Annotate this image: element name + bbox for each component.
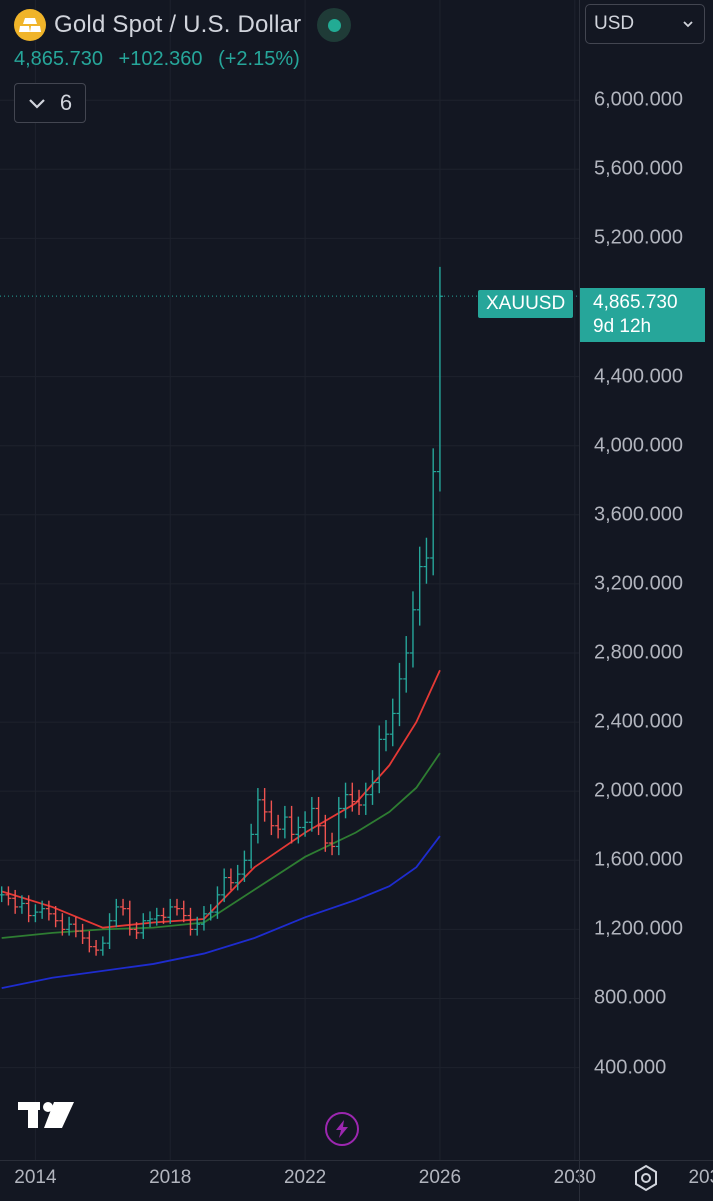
price-change-percent: (+2.15%) [218, 48, 300, 70]
price-tick-label: 4,000.000 [594, 434, 683, 457]
moving-average-green [1, 752, 441, 939]
year-tick-label: 2018 [149, 1167, 192, 1188]
time-axis[interactable]: 2014 2018 2022 2026 2030 2034 [0, 1160, 713, 1201]
year-tick-label: 2026 [418, 1167, 462, 1188]
currency-select[interactable]: USD [585, 4, 705, 44]
price-tick-label: 5,600.000 [594, 157, 683, 180]
bar-countdown: 9d 12h [593, 316, 652, 337]
price-tick-label: 3,200.000 [594, 572, 683, 595]
price-axis[interactable]: 6,000.000 5,600.000 5,200.000 4,400.000 4,00… [579, 0, 713, 1160]
symbol-price-label: XAUUSD [478, 290, 574, 318]
price-tick-label: 5,200.000 [594, 226, 683, 249]
symbol-title[interactable]: Gold Spot / U.S. Dollar [54, 11, 302, 38]
price-chart[interactable] [0, 0, 579, 1160]
price-tick-label: 2,000.000 [594, 779, 683, 802]
symbol-legend: Gold Spot / U.S. Dollar 4,865.730 +102.3… [14, 8, 352, 123]
settings-icon[interactable] [632, 1164, 660, 1197]
indicators-collapse-button[interactable]: 6 [14, 83, 86, 123]
year-tick-label: 2014 [14, 1167, 57, 1188]
price-tick-label: 400.000 [594, 1056, 667, 1079]
moving-average-red [1, 669, 441, 929]
year-tick-label: 2034 [688, 1167, 713, 1188]
price-tick-label: 2,400.000 [594, 710, 683, 733]
price-tick-label: 1,600.000 [594, 848, 683, 871]
price-tick-label: 6,000.000 [594, 88, 683, 111]
price-change: +102.360 [118, 48, 203, 70]
price-tick-label: 800.000 [594, 986, 667, 1009]
chevron-down-icon [29, 99, 45, 109]
market-open-indicator[interactable] [317, 8, 352, 42]
gold-bars-icon [14, 9, 46, 41]
market-open-dot-icon [327, 18, 341, 32]
price-tick-label: 3,600.000 [594, 503, 683, 526]
lightning-button[interactable] [325, 1112, 359, 1146]
lightning-icon [336, 1120, 348, 1138]
currency-value: USD [594, 13, 635, 34]
indicator-count: 6 [59, 90, 73, 115]
last-price-badge: 4,865.730 9d 12h [580, 288, 705, 342]
badge-price: 4,865.730 [593, 292, 678, 313]
price-tick-label: 4,400.000 [594, 365, 683, 388]
price-tick-label: 1,200.000 [594, 917, 683, 940]
year-tick-label: 2030 [553, 1167, 596, 1188]
chevron-down-icon [683, 21, 693, 28]
year-tick-label: 2022 [283, 1167, 327, 1188]
price-tick-label: 2,800.000 [594, 641, 683, 664]
chart-pane[interactable] [0, 0, 579, 1160]
axis-corner [579, 1160, 713, 1201]
moving-average-blue [1, 835, 441, 989]
tradingview-logo[interactable] [18, 1098, 74, 1135]
symbol-title-row[interactable]: Gold Spot / U.S. Dollar [14, 8, 352, 42]
quote-row: 4,865.730 +102.360 (+2.15%) [14, 48, 351, 71]
last-price: 4,865.730 [14, 48, 103, 70]
